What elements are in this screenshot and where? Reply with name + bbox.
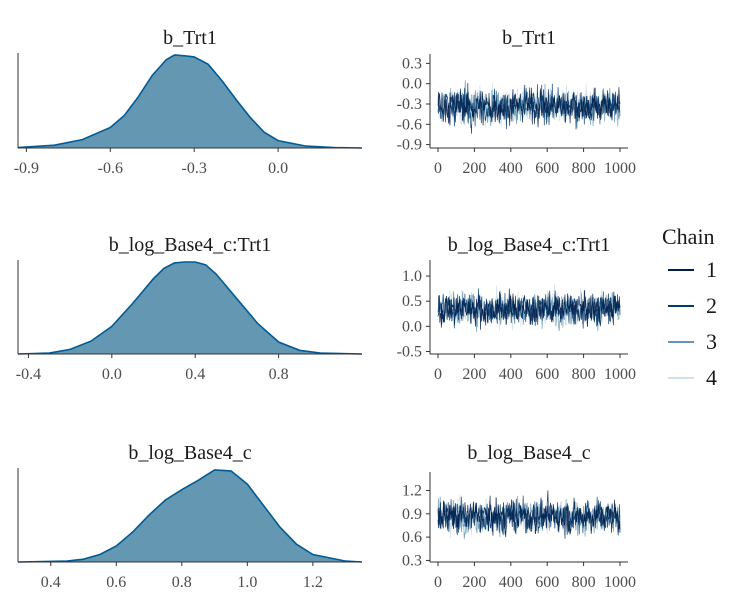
x-tick-label: 200 [462, 366, 486, 383]
x-tick-label: 1.2 [303, 574, 323, 591]
y-tick-label: -0.9 [397, 137, 422, 154]
trace-chain-1 [437, 288, 621, 330]
y-tick-label: -0.3 [397, 96, 422, 113]
panel-title: b_log_Base4_c:Trt1 [109, 234, 272, 256]
y-tick-label: 1.2 [402, 482, 422, 499]
legend-item-chain-3: 3 [662, 324, 746, 360]
x-tick-label: 1000 [604, 366, 636, 383]
panel-3-trace: b_log_Base4_c:Trt1 1.0 0.5 0.0 -0.5 0 200 400 60… [397, 234, 636, 383]
y-tick-label: 0.9 [402, 506, 422, 523]
x-tick-label: 400 [499, 366, 523, 383]
legend-swatch-2 [668, 305, 694, 307]
panel-title: b_Trt1 [502, 27, 556, 49]
x-tick-label: 1.0 [237, 574, 257, 591]
y-tick-label: 0.3 [402, 552, 422, 569]
panel-title: b_log_Base4_c [467, 442, 590, 464]
y-tick-label: -0.6 [397, 116, 422, 133]
x-tick-label: 0.0 [268, 160, 288, 177]
x-tick-label: 0.8 [269, 366, 289, 383]
density-curve [17, 261, 363, 355]
x-tick-label: 0.6 [106, 574, 126, 591]
panel-title: b_log_Base4_c:Trt1 [448, 234, 611, 256]
x-tick-label: -0.4 [16, 366, 41, 383]
x-tick-label: 400 [499, 160, 523, 177]
density-area [18, 262, 362, 354]
chain-legend: Chain 1 2 3 4 [662, 222, 746, 396]
x-tick-label: 0 [434, 160, 442, 177]
legend-label-2: 2 [706, 293, 717, 318]
x-tick-label: 0.4 [185, 366, 205, 383]
x-tick-label: 800 [572, 160, 596, 177]
legend-item-chain-2: 2 [662, 288, 746, 324]
trace-chain-1 [437, 490, 621, 539]
x-tick-label: 600 [535, 574, 559, 591]
legend-swatch-3 [668, 341, 694, 343]
density-area [18, 470, 362, 562]
legend-swatch-4 [668, 377, 694, 379]
x-tick-label: 600 [535, 366, 559, 383]
x-tick-label: 1000 [604, 160, 636, 177]
y-tick-label: 0.5 [402, 293, 422, 310]
y-tick-label: -0.5 [397, 343, 422, 360]
x-tick-label: 400 [499, 574, 523, 591]
legend-swatch-1 [668, 269, 694, 271]
legend-item-chain-4: 4 [662, 360, 746, 396]
density-curve [17, 469, 363, 563]
panel-title: b_log_Base4_c [128, 442, 251, 464]
x-tick-label: -0.6 [98, 160, 123, 177]
density-curve [17, 54, 363, 149]
y-tick-label: 1.0 [402, 268, 422, 285]
x-tick-label: -0.3 [182, 160, 207, 177]
legend-label-1: 1 [706, 257, 717, 282]
panel-2-density: b_log_Base4_c:Trt1 -0.4 0.0 0.4 0.8 [16, 234, 363, 383]
x-tick-label: 0.8 [172, 574, 192, 591]
x-tick-label: 200 [462, 574, 486, 591]
y-tick-label: 0.6 [402, 529, 422, 546]
density-area [18, 55, 362, 148]
x-tick-label: 0 [434, 574, 442, 591]
panel-title: b_Trt1 [163, 27, 217, 49]
legend-item-chain-1: 1 [662, 252, 746, 288]
panel-1-trace: b_Trt1 0.3 0.0 -0.3 -0.6 -0.9 0 200 400 600 800 100… [397, 27, 636, 177]
y-tick-label: 0.0 [402, 318, 422, 335]
x-tick-label: 0 [434, 366, 442, 383]
trace-chain-1 [437, 82, 621, 128]
panel-0-density: b_Trt1 -0.9 -0.6 -0.3 0.0 [14, 27, 363, 177]
x-tick-label: 600 [535, 160, 559, 177]
legend-label-3: 3 [706, 329, 717, 354]
x-tick-label: 0.4 [41, 574, 61, 591]
x-tick-label: 800 [572, 366, 596, 383]
legend-title: Chain [662, 224, 715, 249]
x-tick-label: 800 [572, 574, 596, 591]
y-tick-label: 0.0 [402, 76, 422, 93]
panel-5-trace: b_log_Base4_c 1.2 0.9 0.6 0.3 0 200 400 600 800 10… [402, 442, 636, 591]
panel-4-density: b_log_Base4_c 0.4 0.6 0.8 1.0 1.2 [17, 442, 363, 591]
y-tick-label: 0.3 [402, 55, 422, 72]
x-tick-label: 200 [462, 160, 486, 177]
x-tick-label: -0.9 [14, 160, 39, 177]
x-tick-label: 0.0 [102, 366, 122, 383]
x-tick-label: 1000 [604, 574, 636, 591]
legend-label-4: 4 [706, 365, 717, 390]
